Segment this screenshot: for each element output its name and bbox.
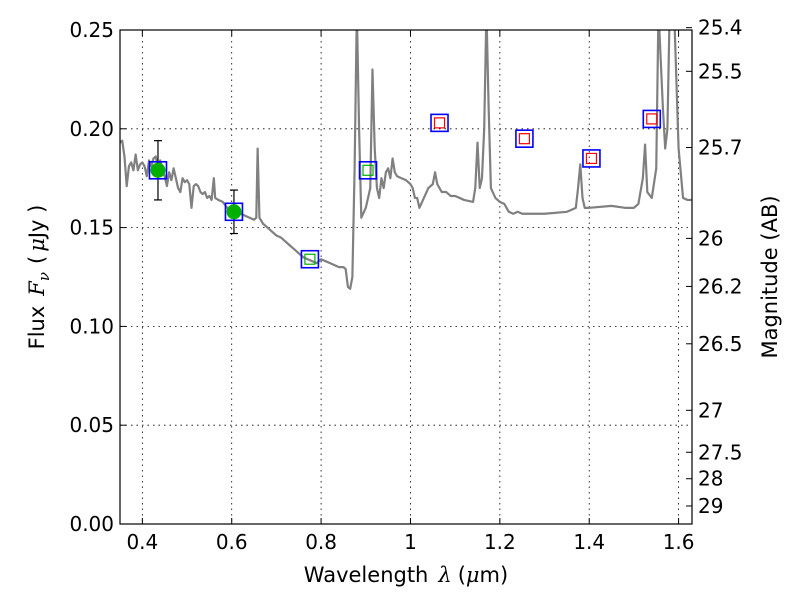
observed-point [150,162,166,178]
x-tick-label: 1.2 [484,530,516,554]
inner-square [433,117,446,129]
model-square [148,160,168,180]
y-label-subscript: ν [35,272,53,281]
x-label-unit-mu: μ [466,563,480,587]
model-square [430,113,449,133]
x-tick-label: 1.6 [663,530,695,554]
y2-tick-label: 29 [698,494,723,518]
y-label-symbol: F [25,280,49,297]
y-tick-label: 0.05 [69,413,114,437]
observed-point [226,204,242,220]
model-square [224,202,244,222]
x-tick-label: 0.6 [216,530,248,554]
model-square [515,129,534,148]
x-tick-label: 0.8 [305,530,337,554]
inner-square [646,113,658,125]
y-label-unit-mu: μ [25,238,49,252]
model-square [300,249,320,269]
y2-tick-label: 26.2 [698,274,743,298]
y-tick-label: 0.00 [69,512,114,536]
template-spectrum-line [120,30,692,290]
inner-square [518,133,531,145]
x-tick-label: 0.4 [126,530,158,554]
x-label-unit-open: ( [458,563,466,587]
grid-lines [120,30,692,524]
y-label-prefix: Flux [25,306,49,350]
model-square [582,149,601,168]
y2-tick-label: 25.5 [698,59,743,83]
y-tick-label: 0.20 [69,117,114,141]
inner-square [304,253,316,265]
y2-tick-label: 27.5 [698,440,743,464]
model-square [358,160,378,180]
x-label-symbol: λ [437,563,451,587]
y-tick-label: 0.25 [69,18,114,42]
y-label-unit-open: ( [25,256,49,264]
y2-tick-label: 25.7 [698,135,743,159]
inner-square [585,152,598,165]
y-axis-label: Flux Fν ( μJy ) [25,205,53,350]
photometry-markers [148,109,662,269]
x-label-prefix: Wavelength [304,563,429,587]
axis-ticks: 0.4 0.6 0.8 1 1.2 1.4 1.6 0.00 0.05 0.10 0.15 0.20 0… [69,16,742,554]
model-square [642,109,662,129]
y-tick-label: 0.10 [69,314,114,338]
plot-frame [119,29,693,525]
x-tick-label: 1.4 [573,530,605,554]
y2-tick-label: 26 [698,226,723,250]
x-label-unit-rest: m) [480,563,509,587]
inner-square [362,164,374,176]
y2-tick-label: 26.5 [698,332,743,356]
y2-tick-label: 25.4 [698,16,743,40]
y2-axis-label: Magnitude (AB) [758,195,782,358]
x-tick-label: 1 [404,530,417,554]
y-tick-label: 0.15 [69,216,114,240]
y-label-unit-rest: Jy ) [25,205,49,241]
y2-tick-label: 27 [698,398,723,422]
y2-tick-label: 28 [698,467,723,491]
x-axis-label: Wavelength λ (μm) [304,563,508,587]
